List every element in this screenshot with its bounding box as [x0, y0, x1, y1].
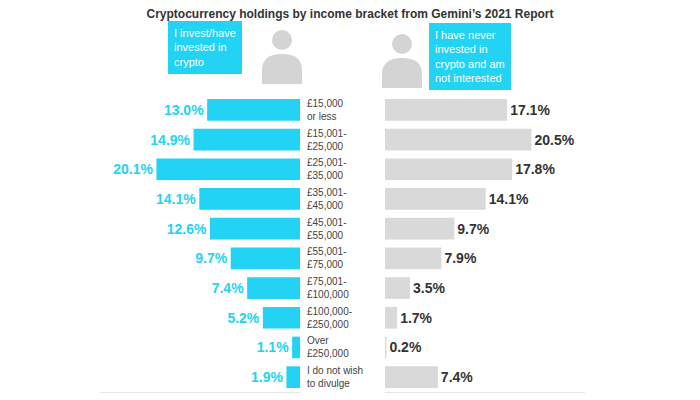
svg-text:20.1%: 20.1% [113, 161, 153, 177]
svg-text:I have neverinvested incrypto: I have neverinvested incrypto and amnot … [435, 29, 505, 84]
svg-text:0.2%: 0.2% [389, 339, 421, 355]
svg-text:I do not wishto divulge: I do not wishto divulge [307, 365, 363, 389]
svg-text:£100,000-£250,000: £100,000-£250,000 [307, 306, 352, 330]
svg-text:I invest/haveinvested incrypto: I invest/haveinvested incrypto [174, 27, 236, 68]
svg-text:14.1%: 14.1% [489, 191, 529, 207]
svg-text:£75,001-£100,000: £75,001-£100,000 [307, 276, 349, 300]
svg-text:£35,001-£45,000: £35,001-£45,000 [307, 187, 346, 211]
svg-text:20.5%: 20.5% [534, 132, 574, 148]
svg-text:£45,001-£55,000: £45,001-£55,000 [307, 217, 346, 241]
svg-text:£15,001-£25,000: £15,001-£25,000 [307, 128, 346, 152]
svg-text:£55,001-£75,000: £55,001-£75,000 [307, 246, 346, 270]
svg-text:5.2%: 5.2% [227, 310, 259, 326]
svg-text:£25,001-£35,000: £25,001-£35,000 [307, 157, 346, 181]
svg-text:1.7%: 1.7% [400, 310, 432, 326]
svg-text:Over£250,000: Over£250,000 [307, 335, 349, 359]
svg-text:9.7%: 9.7% [457, 221, 489, 237]
svg-text:£15,000or less: £15,000or less [307, 98, 344, 122]
svg-text:9.7%: 9.7% [195, 250, 227, 266]
svg-text:1.1%: 1.1% [257, 339, 289, 355]
svg-text:13.0%: 13.0% [164, 102, 204, 118]
svg-text:17.8%: 17.8% [515, 161, 555, 177]
svg-text:7.4%: 7.4% [212, 280, 244, 296]
svg-text:17.1%: 17.1% [510, 102, 550, 118]
svg-text:1.9%: 1.9% [251, 369, 283, 385]
svg-text:14.9%: 14.9% [150, 132, 190, 148]
svg-text:7.4%: 7.4% [441, 369, 473, 385]
svg-text:3.5%: 3.5% [413, 280, 445, 296]
svg-text:12.6%: 12.6% [167, 221, 207, 237]
svg-text:14.1%: 14.1% [156, 191, 196, 207]
svg-text:Cryptocurrency holdings by inc: Cryptocurrency holdings by income bracke… [147, 7, 554, 21]
svg-text:7.9%: 7.9% [444, 250, 476, 266]
